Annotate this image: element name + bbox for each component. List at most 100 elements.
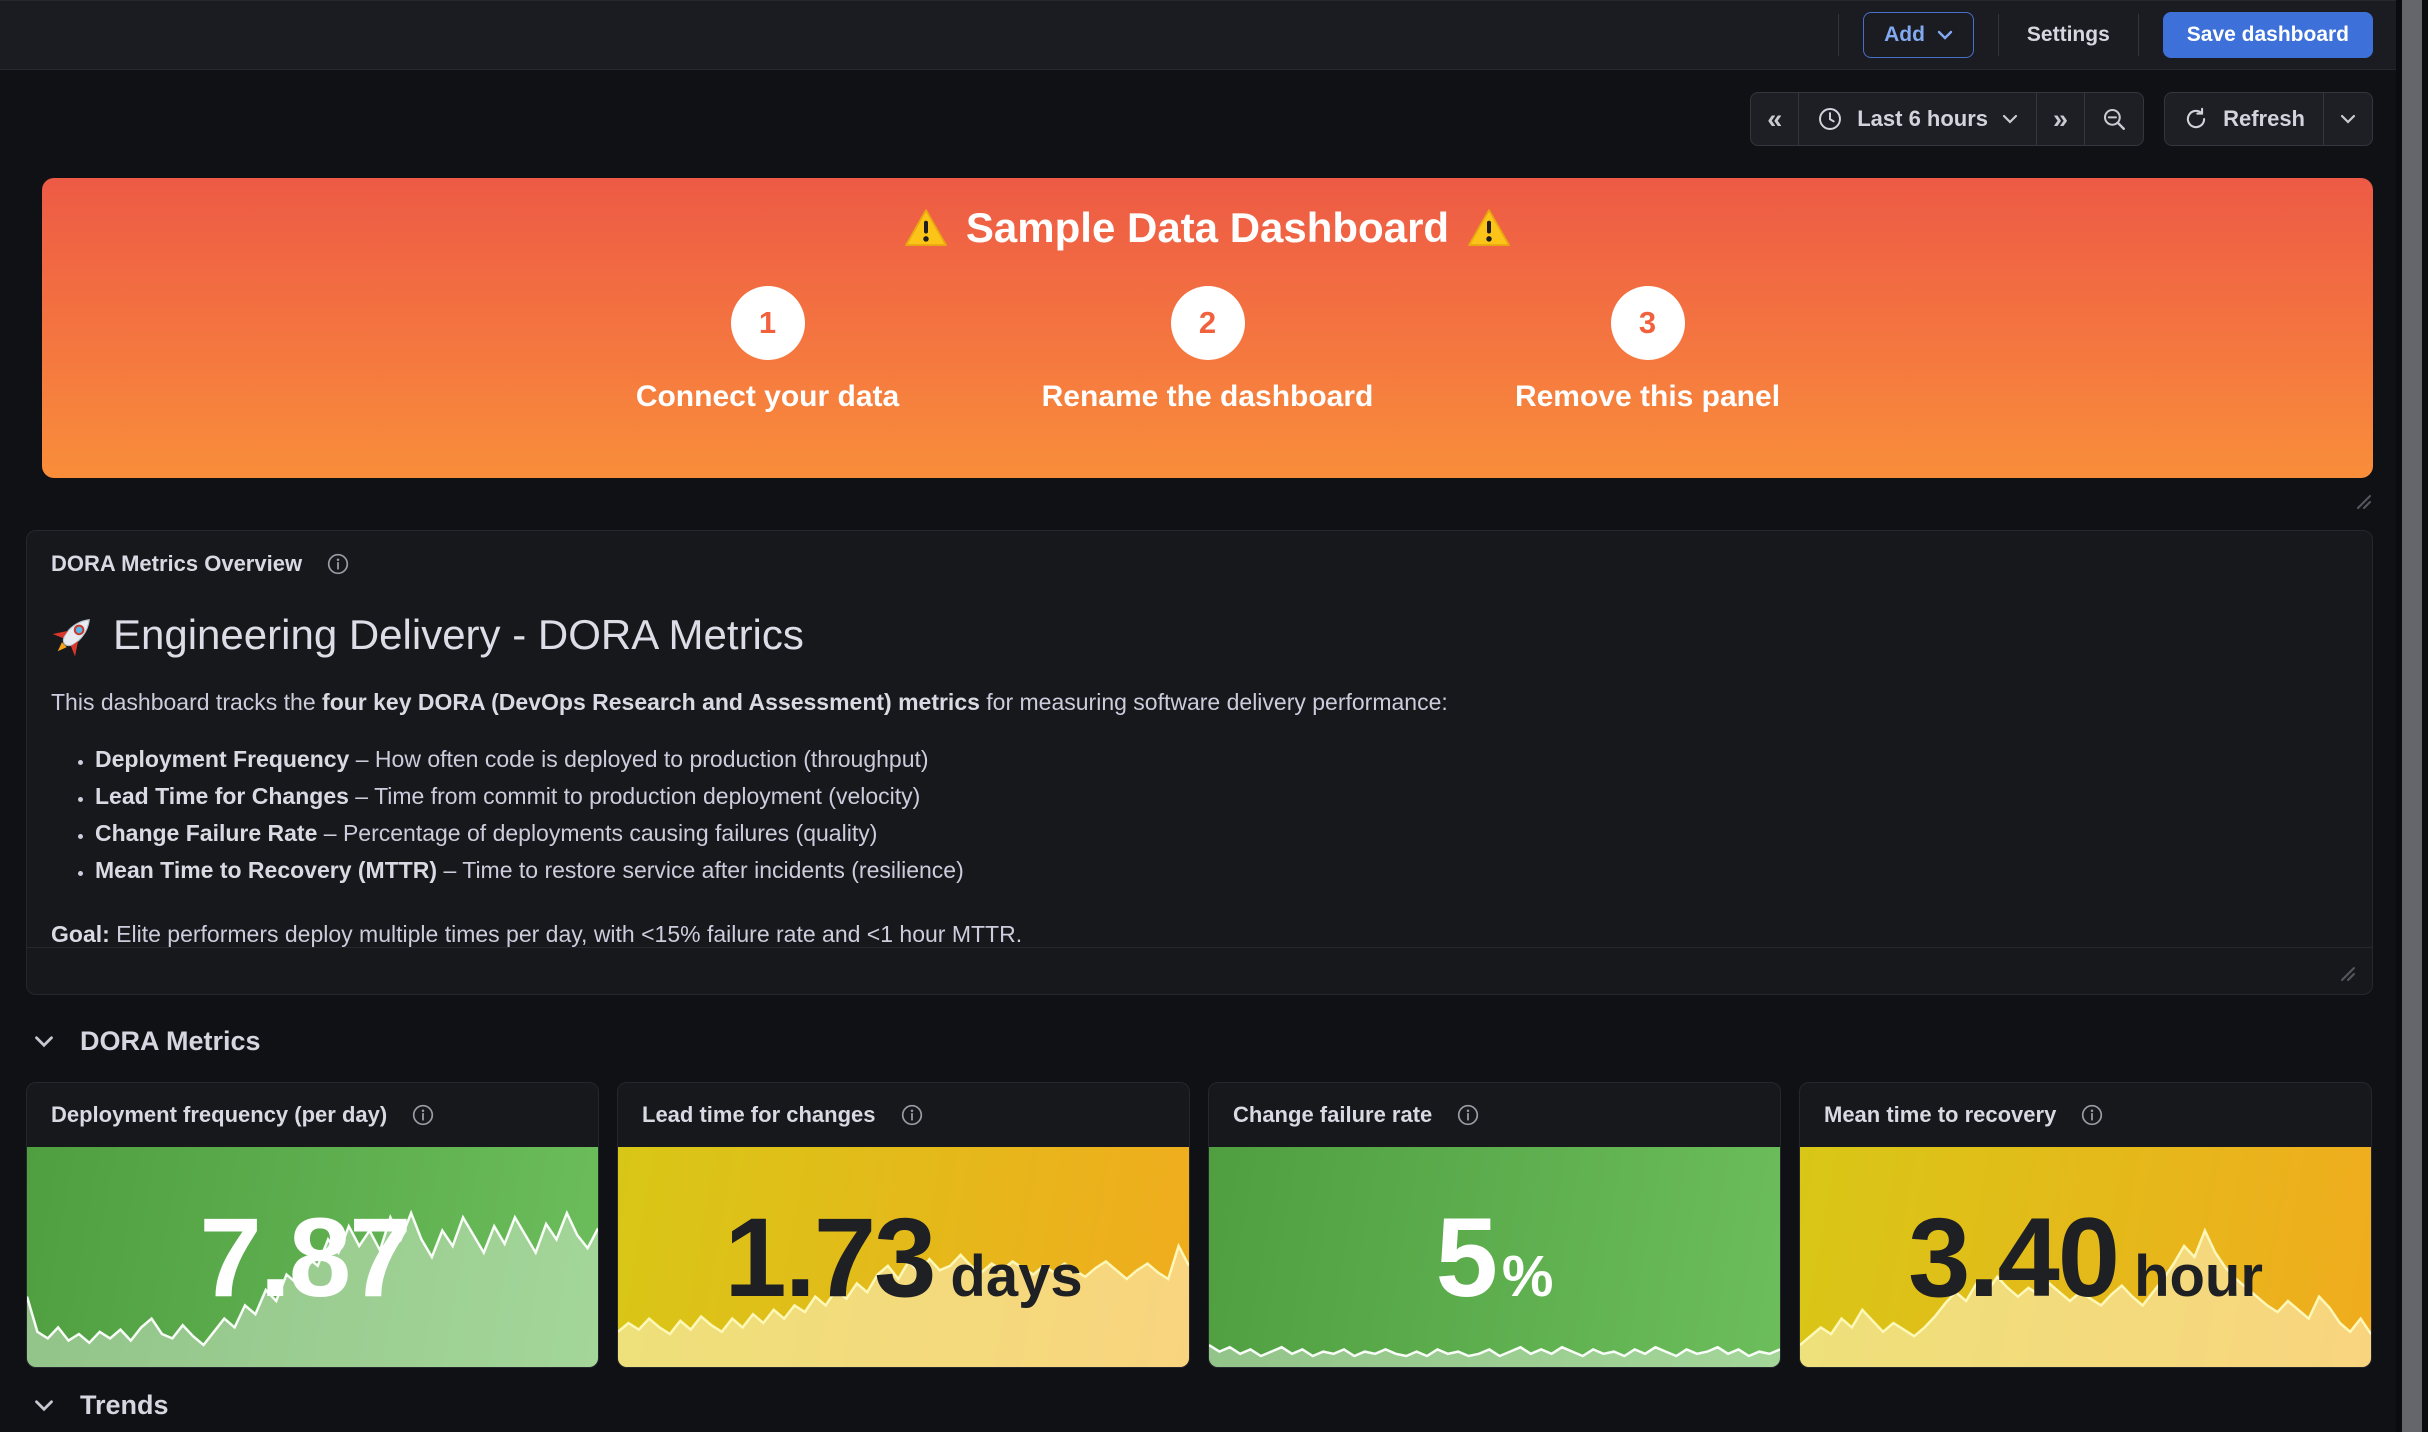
panel-title: Change failure rate bbox=[1233, 1102, 1433, 1127]
skip-back-glyph: « bbox=[1767, 103, 1783, 134]
panel-header: Mean time to recovery bbox=[1800, 1083, 2371, 1147]
stat-panel-deployment-frequency: Deployment frequency (per day) 7.87 bbox=[26, 1082, 599, 1368]
step-label: Rename the dashboard bbox=[1041, 380, 1374, 413]
intro-prefix: This dashboard tracks the bbox=[51, 689, 323, 715]
chevron-down-icon bbox=[2340, 114, 2356, 124]
refresh-button[interactable]: Refresh bbox=[2165, 93, 2323, 145]
intro-bold: four key DORA (DevOps Research and Asses… bbox=[322, 689, 980, 715]
overview-divider bbox=[27, 947, 2372, 948]
sparkline-chart bbox=[1209, 1147, 1780, 1367]
info-icon[interactable] bbox=[900, 1103, 924, 1127]
row-header-label: DORA Metrics bbox=[80, 1026, 261, 1056]
time-shift-back-button[interactable]: « bbox=[1751, 93, 1798, 145]
save-dashboard-button[interactable]: Save dashboard bbox=[2162, 12, 2373, 58]
settings-button[interactable]: Settings bbox=[2023, 12, 2114, 58]
row-header-label: Trends bbox=[80, 1390, 169, 1420]
stat-body: 1.73 days bbox=[618, 1147, 1189, 1367]
refresh-icon bbox=[2183, 106, 2209, 132]
panel-title: Deployment frequency (per day) bbox=[51, 1102, 388, 1127]
chevron-down-icon bbox=[1937, 30, 1953, 40]
info-icon[interactable] bbox=[411, 1103, 435, 1127]
row-header-trends[interactable]: Trends bbox=[34, 1390, 169, 1421]
chevron-down-icon bbox=[2002, 114, 2018, 124]
banner-resize-handle[interactable] bbox=[2350, 488, 2374, 512]
goal-label: Goal: bbox=[51, 921, 110, 947]
list-item: Change Failure Rate – Percentage of depl… bbox=[95, 815, 2348, 852]
zoom-out-time-button[interactable] bbox=[2084, 93, 2143, 145]
stat-panel-lead-time: Lead time for changes 1.73 days bbox=[617, 1082, 1190, 1368]
toolbar-divider bbox=[2137, 14, 2139, 56]
goal-text: Elite performers deploy multiple times p… bbox=[109, 921, 1023, 947]
time-range-group: « Last 6 hours » bbox=[1750, 92, 2145, 146]
step-number-badge: 1 bbox=[730, 286, 805, 360]
time-controls: « Last 6 hours » bbox=[1750, 92, 2373, 146]
overview-heading-text: Engineering Delivery - DORA Metrics bbox=[113, 611, 804, 658]
banner-step-2: 2 Rename the dashboard bbox=[1028, 286, 1388, 414]
time-range-label: Last 6 hours bbox=[1857, 106, 1989, 131]
sparkline-chart bbox=[618, 1147, 1189, 1367]
stat-unit: % bbox=[1501, 1243, 1554, 1309]
sample-data-banner-panel: Sample Data Dashboard 1 Connect your dat… bbox=[42, 178, 2373, 478]
panel-title: Mean time to recovery bbox=[1824, 1102, 2057, 1127]
time-shift-forward-button[interactable]: » bbox=[2036, 93, 2084, 145]
metric-list: Deployment Frequency – How often code is… bbox=[95, 741, 2348, 889]
row-header-dora-metrics[interactable]: DORA Metrics bbox=[34, 1026, 261, 1057]
warning-icon bbox=[1467, 208, 1511, 248]
goal-line: Goal: Elite performers deploy multiple t… bbox=[51, 921, 2348, 948]
refresh-label: Refresh bbox=[2223, 106, 2305, 131]
stat-value: 1.73 bbox=[724, 1194, 936, 1320]
stat-unit: hour bbox=[2134, 1243, 2263, 1309]
stat-value-wrap: 5 % bbox=[1436, 1193, 1554, 1322]
rocket-icon bbox=[51, 612, 97, 658]
stat-body: 5 % bbox=[1209, 1147, 1780, 1367]
refresh-interval-dropdown[interactable] bbox=[2323, 93, 2372, 145]
stat-value-wrap: 7.87 bbox=[200, 1193, 426, 1322]
list-item: Deployment Frequency – How often code is… bbox=[95, 741, 2348, 778]
settings-button-label: Settings bbox=[2026, 23, 2110, 46]
stat-unit: days bbox=[950, 1243, 1083, 1309]
panel-title: DORA Metrics Overview bbox=[51, 551, 303, 576]
stat-value-wrap: 1.73 days bbox=[724, 1193, 1082, 1322]
stat-value: 3.40 bbox=[1908, 1194, 2120, 1320]
panel-title: Lead time for changes bbox=[642, 1102, 876, 1127]
banner-steps: 1 Connect your data 2 Rename the dashboa… bbox=[588, 286, 1828, 414]
panel-header: Change failure rate bbox=[1209, 1083, 1780, 1147]
stat-body: 7.87 bbox=[27, 1147, 598, 1367]
step-number-badge: 3 bbox=[1610, 286, 1685, 360]
dora-overview-panel: DORA Metrics Overview Engineering Delive… bbox=[26, 530, 2373, 995]
intro-suffix: for measuring software delivery performa… bbox=[979, 689, 1448, 715]
banner-title: Sample Data Dashboard bbox=[904, 204, 1511, 252]
panel-header: DORA Metrics Overview bbox=[51, 551, 2348, 577]
panel-header: Deployment frequency (per day) bbox=[27, 1083, 598, 1147]
stat-panel-mttr: Mean time to recovery 3.40 hour bbox=[1799, 1082, 2372, 1368]
top-toolbar: Add Settings Save dashboard bbox=[0, 0, 2428, 70]
sparkline-chart bbox=[1800, 1147, 2371, 1367]
stat-value: 7.87 bbox=[199, 1194, 412, 1320]
banner-title-text: Sample Data Dashboard bbox=[965, 204, 1450, 251]
time-range-picker[interactable]: Last 6 hours bbox=[1798, 93, 2036, 145]
skip-forward-glyph: » bbox=[2053, 103, 2069, 134]
refresh-group: Refresh bbox=[2164, 92, 2373, 146]
panel-resize-handle[interactable] bbox=[2334, 960, 2358, 984]
info-icon[interactable] bbox=[326, 552, 350, 576]
step-label: Remove this panel bbox=[1514, 380, 1781, 413]
list-item: Mean Time to Recovery (MTTR) – Time to r… bbox=[95, 852, 2348, 889]
stat-value: 5 bbox=[1435, 1194, 1498, 1320]
toolbar-divider bbox=[1838, 14, 1840, 56]
stat-panel-change-failure-rate: Change failure rate 5 % bbox=[1208, 1082, 1781, 1368]
info-icon[interactable] bbox=[1456, 1103, 1480, 1127]
add-button-label: Add bbox=[1884, 23, 1925, 46]
page-scrollbar bbox=[2396, 0, 2428, 1432]
scrollbar-thumb[interactable] bbox=[2402, 0, 2422, 1432]
info-icon[interactable] bbox=[2080, 1103, 2104, 1127]
chevron-down-icon bbox=[34, 1399, 54, 1412]
panel-header: Lead time for changes bbox=[618, 1083, 1189, 1147]
magnifier-minus-icon bbox=[2101, 106, 2127, 132]
step-label: Connect your data bbox=[635, 380, 900, 413]
banner-step-1: 1 Connect your data bbox=[588, 286, 948, 414]
add-button[interactable]: Add bbox=[1863, 12, 1974, 58]
stat-value-wrap: 3.40 hour bbox=[1908, 1193, 2263, 1322]
overview-intro: This dashboard tracks the four key DORA … bbox=[51, 685, 2348, 719]
overview-heading: Engineering Delivery - DORA Metrics bbox=[51, 611, 2348, 659]
